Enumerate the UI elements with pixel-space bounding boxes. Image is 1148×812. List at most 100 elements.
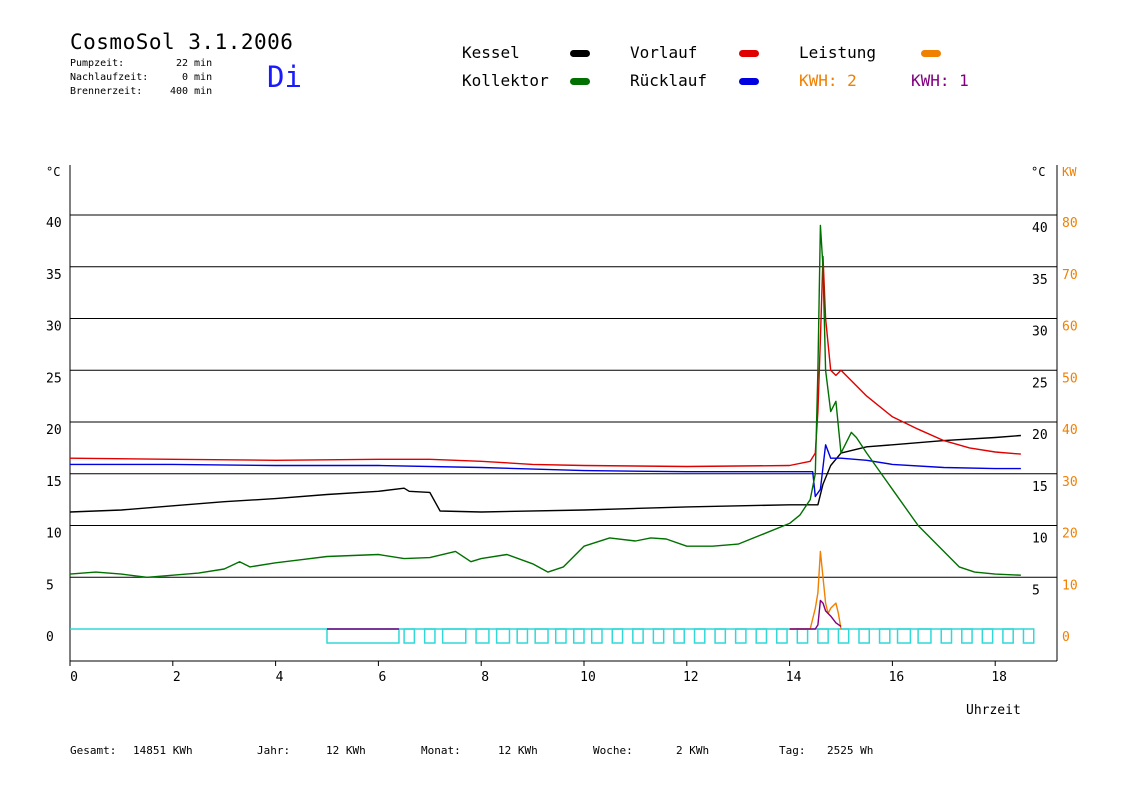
x-tick-label: 12 xyxy=(683,670,699,685)
kw-tick-label: 30 xyxy=(1062,475,1078,490)
legend-kollektor-swatch xyxy=(570,78,590,85)
legend-ruecklauf: Rücklauf xyxy=(630,71,708,90)
pump-interval xyxy=(776,628,788,644)
footer-gesamt-value: 14851 KWh xyxy=(133,744,193,757)
footer-jahr-value: 12 KWh xyxy=(326,744,366,757)
pump-interval xyxy=(714,628,727,644)
x-tick-label: 16 xyxy=(889,670,905,685)
series-kessel-line xyxy=(69,434,1021,513)
pump-interval xyxy=(495,628,511,644)
y-tick-label-right: 35 xyxy=(1032,273,1048,288)
nachlauf-time-value: 0 min xyxy=(182,72,213,83)
legend-vorlauf-swatch xyxy=(739,50,759,57)
x-tick-label: 6 xyxy=(378,670,386,685)
y-unit-right: °C xyxy=(1031,165,1045,179)
y-tick-label-left: 15 xyxy=(46,475,62,490)
pump-interval xyxy=(940,628,953,644)
pump-time-label: Pumpzeit: xyxy=(70,58,125,69)
y-unit-left: °C xyxy=(46,165,60,179)
x-tick-label: 8 xyxy=(481,670,489,685)
legend-leistung: Leistung xyxy=(799,43,877,62)
nachlauf-time-label: Nachlaufzeit: xyxy=(70,72,149,83)
pump-time-value: 22 min xyxy=(176,58,213,69)
pump-interval xyxy=(441,628,467,644)
x-tick-label: 14 xyxy=(786,670,802,685)
pump-interval xyxy=(1002,628,1014,644)
pump-interval xyxy=(796,628,809,644)
legend-vorlauf: Vorlauf xyxy=(630,43,698,62)
x-tick-label: 18 xyxy=(991,670,1007,685)
pump-interval xyxy=(693,628,706,644)
kw-tick-label: 20 xyxy=(1062,527,1078,542)
y-tick-label-left: 30 xyxy=(46,320,62,335)
y-tick-label-right: 20 xyxy=(1032,428,1048,443)
kw-tick-label: 80 xyxy=(1062,216,1078,231)
y-tick-label-right: 5 xyxy=(1032,583,1040,598)
footer-monat-value: 12 KWh xyxy=(498,744,538,757)
pump-interval xyxy=(475,628,490,644)
pump-interval xyxy=(423,628,436,644)
y-tick-label-left: 10 xyxy=(46,527,62,542)
pump-interval xyxy=(858,628,871,644)
kw-tick-label: 70 xyxy=(1062,268,1078,283)
y-tick-label-left: 40 xyxy=(46,216,62,231)
series-kollektor-line xyxy=(69,224,1021,578)
pump-interval xyxy=(326,628,400,644)
pump-interval xyxy=(981,628,994,644)
footer-jahr-label: Jahr: xyxy=(257,744,291,757)
pump-interval xyxy=(896,628,912,644)
x-axis-label: Uhrzeit xyxy=(966,703,1021,718)
y-tick-label-left: 20 xyxy=(46,423,62,438)
legend-kwh-a: KWH: 2 xyxy=(799,71,857,90)
footer-woche-value: 2 KWh xyxy=(676,744,710,757)
brenner-time-label: Brennerzeit: xyxy=(70,86,143,97)
series-leistung-line xyxy=(789,550,842,630)
legend-ruecklauf-swatch xyxy=(739,78,759,85)
pump-interval xyxy=(734,628,747,644)
y-tick-label-left: 0 xyxy=(46,630,54,645)
weekday-label: Di xyxy=(267,60,302,94)
legend-kollektor: Kollektor xyxy=(462,71,549,90)
pump-interval xyxy=(611,628,624,644)
y-tick-label-right: 40 xyxy=(1032,221,1048,236)
y-tick-label-left: 25 xyxy=(46,371,62,386)
chart-title: CosmoSol 3.1.2006 xyxy=(70,30,294,54)
footer-woche-label: Woche: xyxy=(593,744,633,757)
kw-unit-label: KW xyxy=(1062,165,1077,179)
pump-interval xyxy=(516,628,529,644)
y-tick-label-right: 30 xyxy=(1032,325,1048,340)
kw-tick-label: 50 xyxy=(1062,371,1078,386)
pump-interval xyxy=(817,628,829,644)
pump-interval xyxy=(554,628,567,644)
footer-tag-value: 2525 Wh xyxy=(827,744,874,757)
pump-interval xyxy=(572,628,585,644)
series-ruecklauf-line xyxy=(70,444,1021,498)
pump-interval xyxy=(632,628,644,644)
footer-gesamt-label: Gesamt: xyxy=(70,744,117,757)
pump-interval xyxy=(673,628,685,644)
pump-interval xyxy=(590,628,603,644)
pump-interval xyxy=(534,628,549,644)
x-tick-label: 10 xyxy=(580,670,596,685)
y-tick-label-right: 10 xyxy=(1032,532,1048,547)
pump-interval xyxy=(1022,628,1035,644)
y-tick-label-left: 35 xyxy=(46,268,62,283)
footer-tag-label: Tag: xyxy=(779,744,806,757)
pump-interval xyxy=(652,628,665,644)
legend-leistung-swatch xyxy=(921,50,941,57)
pump-interval xyxy=(961,628,973,644)
y-tick-label-left: 5 xyxy=(46,578,54,593)
x-tick-label: 0 xyxy=(70,670,78,685)
legend-kwh-b: KWH: 1 xyxy=(911,71,969,90)
pump-interval xyxy=(917,628,932,644)
pump-interval xyxy=(403,628,416,644)
kw-tick-label: 10 xyxy=(1062,578,1078,593)
pump-interval xyxy=(837,628,850,644)
x-tick-label: 2 xyxy=(173,670,181,685)
y-tick-label-right: 25 xyxy=(1032,376,1048,391)
legend-kessel-swatch xyxy=(570,50,590,57)
series-vorlauf-line xyxy=(69,255,1021,468)
kw-tick-label: 40 xyxy=(1062,423,1078,438)
x-tick-label: 4 xyxy=(276,670,284,685)
